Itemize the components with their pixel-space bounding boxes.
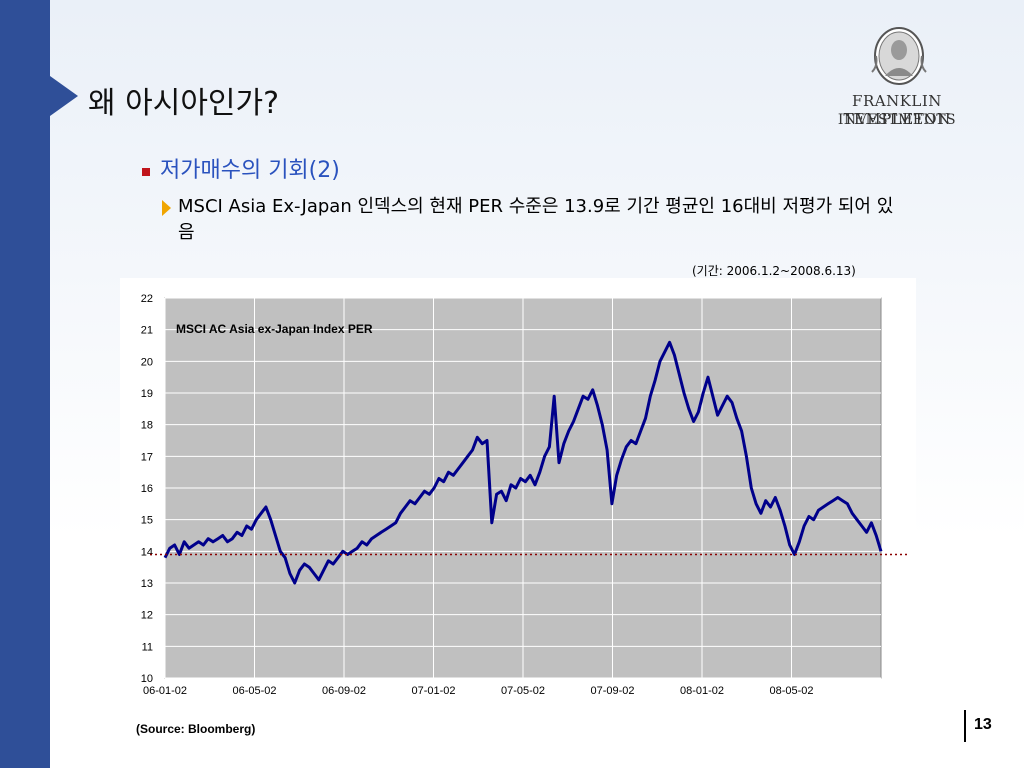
y-tick-label: 16: [141, 483, 153, 495]
triangle-bullet-icon: [162, 200, 171, 216]
x-tick-label: 06-09-02: [322, 685, 366, 697]
y-tick-label: 13: [141, 578, 153, 590]
logo-text-line2: INVESTMENTS: [837, 112, 957, 128]
y-tick-label: 20: [141, 356, 153, 368]
x-tick-label: 06-05-02: [232, 685, 276, 697]
x-tick-label: 06-01-02: [143, 685, 187, 697]
y-tick-label: 12: [141, 610, 153, 622]
y-tick-label: 19: [141, 388, 153, 400]
y-tick-label: 22: [141, 293, 153, 305]
y-tick-label: 17: [141, 451, 153, 463]
left-accent-bar: [0, 0, 50, 768]
y-tick-label: 10: [141, 673, 153, 685]
logo-text-line1: FRANKLIN TEMPLETON: [843, 92, 951, 128]
section-heading: 저가매수의 기회(2): [160, 158, 340, 183]
y-tick-label: 15: [141, 515, 153, 527]
body-text: MSCI Asia Ex-Japan 인덱스의 현재 PER 수준은 13.9로…: [178, 196, 894, 243]
slide-title: 왜 아시아인가?: [88, 86, 280, 121]
per-series-line: [163, 340, 883, 585]
title-arrow-icon: [50, 76, 78, 116]
x-tick-label: 07-01-02: [411, 685, 455, 697]
chart-container: 10 11 12 13 14 15 16 17 18 19 20 21 22 06-01-02 06-05-…: [87, 278, 916, 718]
period-note: (기간: 2006.1.2~2008.6.13): [692, 264, 856, 278]
series-label: MSCI AC Asia ex-Japan Index PER: [176, 322, 373, 336]
per-line-chart: 10 11 12 13 14 15 16 17 18 19 20 21 22 06-01-02 06-05-…: [87, 293, 910, 697]
y-tick-label: 14: [141, 546, 153, 558]
x-tick-label: 07-05-02: [501, 685, 545, 697]
x-tick-label: 08-01-02: [680, 685, 724, 697]
x-tick-label: 08-05-02: [769, 685, 813, 697]
franklin-templeton-logo: FRANKLIN TEMPLETON INVESTMENTS: [806, 26, 988, 136]
y-tick-label: 11: [142, 641, 153, 653]
y-tick-label: 18: [141, 420, 153, 432]
x-tick-label: 07-09-02: [590, 685, 634, 697]
page-number-separator: [964, 710, 966, 742]
source-note: (Source: Bloomberg): [136, 722, 256, 736]
portrait-emblem-icon: [871, 27, 927, 85]
square-bullet-icon: [142, 168, 150, 176]
page-number: 13: [974, 716, 992, 733]
y-tick-label: 21: [141, 325, 153, 337]
